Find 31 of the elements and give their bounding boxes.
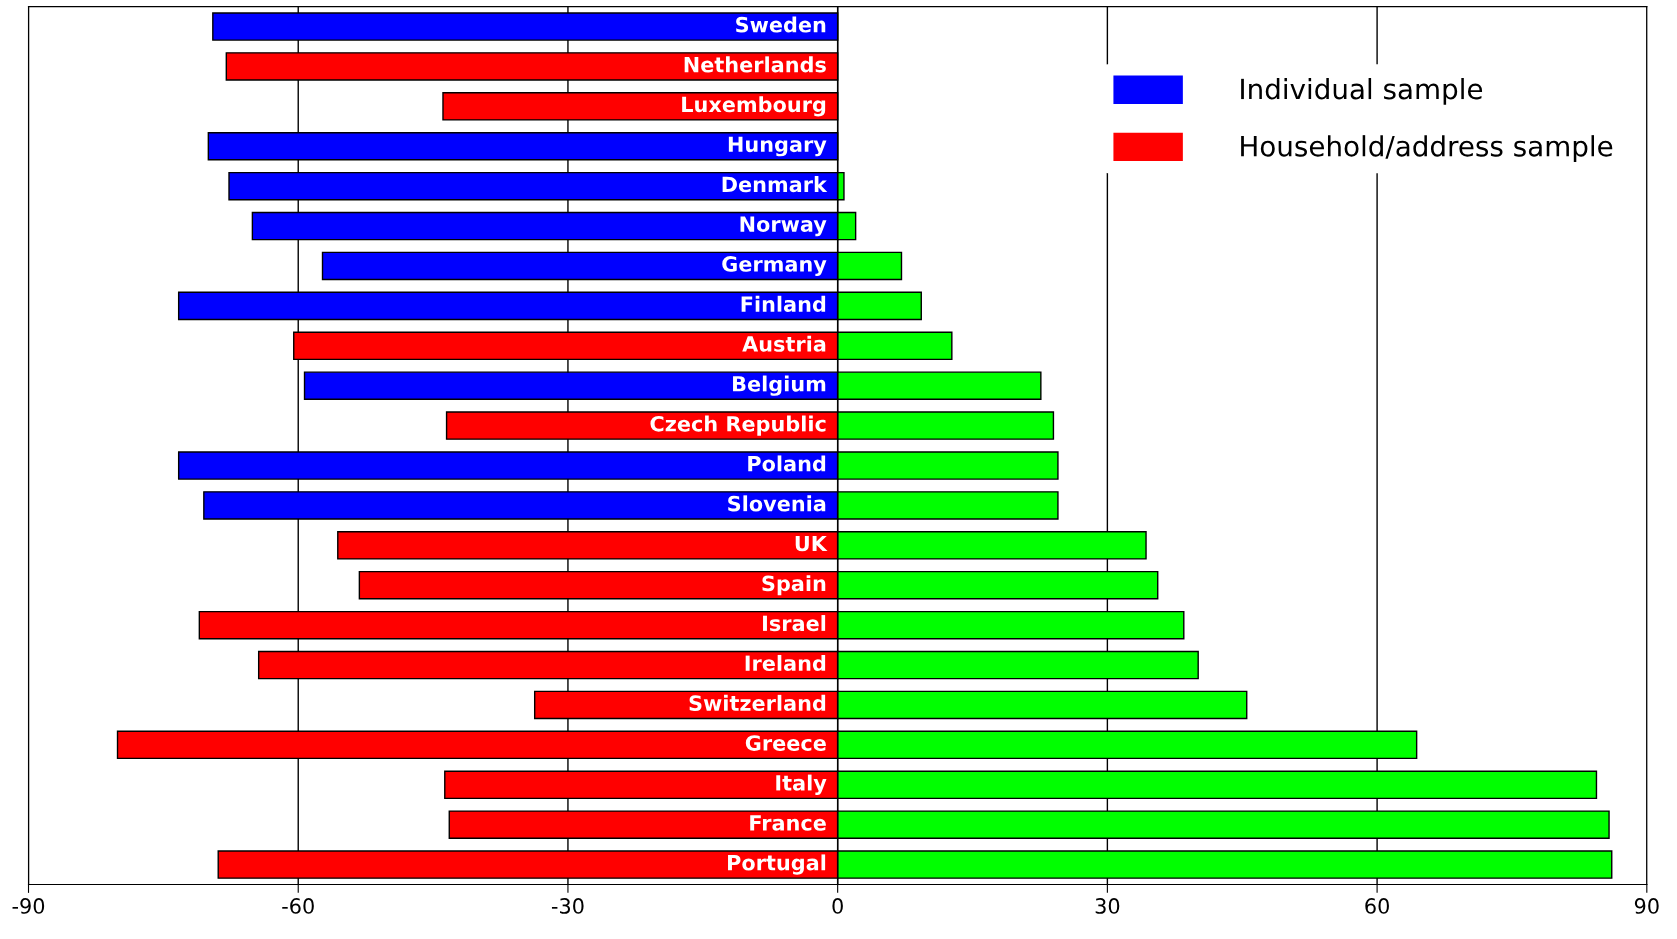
- y-tick-label: Netherlands: [684, 56, 826, 73]
- x-tick-label: 0: [832, 898, 843, 914]
- y-tick-label: UK: [795, 535, 828, 552]
- y-tick-label: Finland: [741, 295, 826, 312]
- y-tick-label: Slovenia: [728, 495, 826, 512]
- y-tick-label: Spain: [762, 575, 826, 596]
- y-tick-label: Greece: [745, 735, 826, 751]
- legend-label: Individual sample: [1241, 77, 1483, 105]
- y-tick-label: Norway: [740, 216, 827, 237]
- x-tick-label: 90: [1634, 898, 1659, 914]
- y-tick-label: Germany: [722, 256, 827, 277]
- y-tick-label: Poland: [748, 455, 826, 472]
- legend-label: Household/address sample: [1241, 135, 1613, 163]
- y-tick-label: Israel: [763, 615, 826, 632]
- y-tick-label: Ireland: [745, 654, 826, 672]
- y-tick-label: Hungary: [728, 136, 827, 157]
- x-tick-label: 60: [1365, 898, 1389, 914]
- x-tick-label: 30: [1095, 898, 1120, 914]
- x-tick-label: -60: [282, 898, 314, 914]
- y-tick-label: Luxembourg: [682, 96, 826, 117]
- x-tick-label: -90: [12, 898, 45, 914]
- y-tick-label: Italy: [776, 774, 827, 795]
- y-tick-label: Austria: [742, 335, 826, 352]
- y-tick-label: Sweden: [736, 16, 826, 33]
- y-tick-label: Portugal: [728, 854, 826, 875]
- y-tick-label: France: [750, 815, 826, 831]
- x-tick-label: -30: [551, 898, 584, 914]
- y-tick-label: Switzerland: [689, 694, 826, 711]
- y-tick-label: Czech Republic: [650, 415, 826, 436]
- y-tick-label: Belgium: [733, 375, 826, 396]
- y-tick-label: Denmark: [722, 176, 828, 193]
